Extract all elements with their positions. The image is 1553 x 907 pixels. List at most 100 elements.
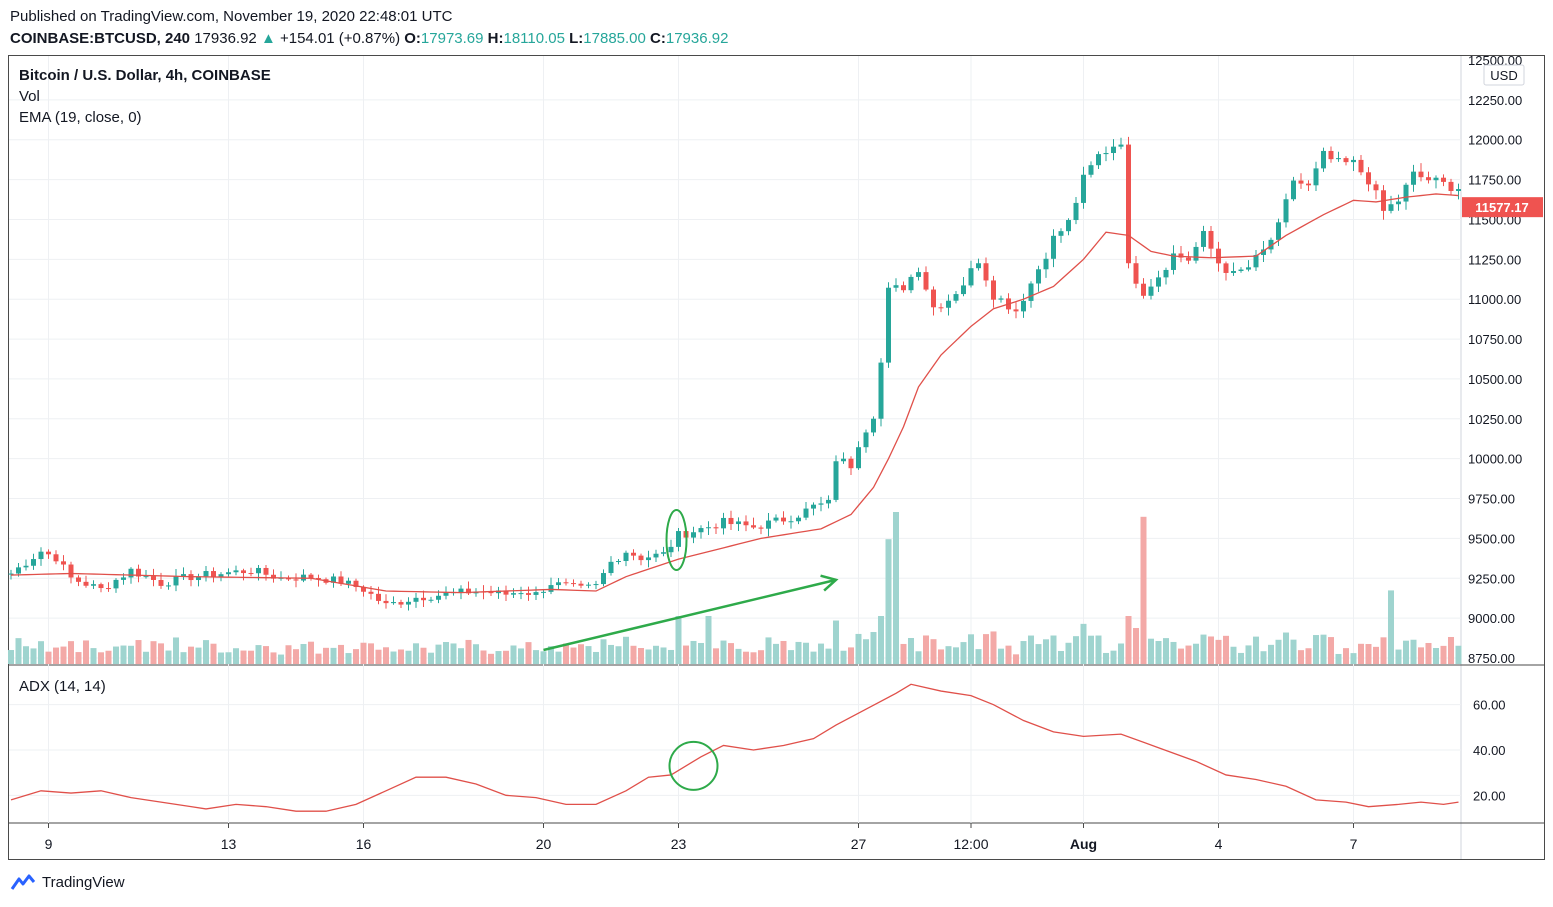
candle-body	[1328, 150, 1334, 160]
close-value: 17936.92	[665, 30, 729, 47]
candle-body	[106, 588, 111, 590]
volume-bar	[615, 646, 622, 664]
volume-bar	[1403, 640, 1409, 664]
volume-bar	[1373, 646, 1379, 664]
volume-bar	[1133, 628, 1139, 664]
time-tick-label: 4	[1215, 836, 1223, 852]
volume-bar	[743, 651, 749, 664]
volume-bar	[165, 650, 172, 664]
volume-bar	[473, 644, 479, 664]
volume-bar	[285, 645, 292, 664]
volume-bar	[233, 648, 239, 664]
ema-legend: EMA (19, close, 0)	[19, 109, 142, 126]
candle-body	[1298, 180, 1304, 184]
candle-body	[46, 551, 51, 555]
candle-body	[406, 601, 411, 605]
candle-body	[1178, 253, 1184, 258]
volume-bar	[150, 641, 157, 664]
candle-body	[1163, 269, 1169, 278]
volume-bar	[23, 646, 29, 664]
volume-bar	[548, 646, 554, 664]
candle-body	[721, 517, 726, 529]
volume-bar	[1418, 647, 1424, 664]
volume-bar	[728, 643, 734, 664]
candle-body	[256, 567, 261, 574]
candle-body	[826, 499, 831, 504]
last-price: 17936.92	[194, 30, 257, 47]
volume-bar	[518, 648, 524, 664]
candle-body	[1268, 239, 1274, 250]
time-tick-label: 16	[356, 836, 372, 852]
candle-body	[743, 521, 749, 526]
volume-bar	[135, 640, 142, 664]
candle-body	[511, 593, 516, 595]
candle-body	[361, 587, 366, 592]
volume-bar	[428, 652, 434, 664]
volume-bar	[450, 643, 457, 664]
volume-bar	[210, 643, 217, 664]
volume-bar	[1140, 516, 1147, 664]
volume-bar	[540, 651, 547, 664]
volume-bar	[53, 647, 59, 664]
candle-body	[211, 571, 216, 578]
candle-body	[1058, 231, 1064, 236]
candle-body	[83, 581, 89, 586]
candle-body	[413, 597, 419, 602]
volume-bar	[1050, 635, 1057, 664]
candle-body	[856, 447, 861, 469]
volume-bar	[263, 646, 269, 664]
candle-body	[908, 276, 914, 291]
volume-bar	[128, 645, 134, 664]
candle-body	[526, 593, 531, 595]
published-caption: Published on TradingView.com, November 1…	[10, 8, 453, 25]
high-value: 18110.05	[503, 30, 565, 47]
candle-body	[233, 570, 239, 573]
candle-body	[1088, 165, 1094, 175]
volume-bar	[315, 653, 322, 664]
volume-bar	[1335, 653, 1342, 664]
volume-bar	[1200, 634, 1207, 664]
volume-bar	[698, 642, 704, 664]
price-tick-label: 11750.00	[1468, 173, 1521, 188]
candle-body	[878, 362, 884, 419]
volume-bar	[1223, 635, 1229, 664]
candle-body	[76, 577, 81, 582]
candle-body	[1186, 257, 1191, 261]
volume-bar	[240, 650, 247, 664]
candle-body	[751, 525, 756, 528]
candle-body	[271, 574, 276, 579]
candle-body	[601, 573, 606, 585]
volume-bar	[1455, 645, 1462, 664]
volume-bar	[510, 645, 517, 664]
candle-body	[316, 577, 321, 580]
volume-bar	[593, 651, 599, 664]
candle-body	[1223, 263, 1229, 273]
volume-bar	[758, 650, 764, 664]
volume-bar	[1245, 645, 1252, 664]
tradingview-logo[interactable]: TradingView	[10, 873, 125, 891]
volume-bar	[68, 641, 74, 664]
candle-body	[586, 584, 591, 586]
candle-body	[1261, 249, 1266, 255]
candle-body	[571, 583, 576, 585]
volume-bar	[90, 648, 97, 664]
candle-body	[983, 263, 989, 281]
volume-bar	[945, 646, 952, 664]
volume-bar	[218, 652, 224, 664]
candle-body	[91, 584, 96, 586]
volume-bar	[1163, 638, 1169, 664]
volume-bar	[1185, 645, 1192, 664]
candle-body	[203, 571, 209, 577]
volume-bar	[420, 647, 427, 664]
volume-bar	[248, 650, 254, 664]
candle-body	[578, 583, 584, 586]
price-tick-label: 9500.00	[1468, 531, 1515, 546]
volume-bar	[105, 650, 112, 664]
volume-bar	[608, 644, 614, 664]
candle-body	[353, 580, 359, 588]
candle-body	[1283, 199, 1289, 223]
candle-body	[1276, 222, 1281, 240]
candle-body	[1073, 202, 1079, 221]
chart-frame[interactable]	[8, 55, 1545, 860]
